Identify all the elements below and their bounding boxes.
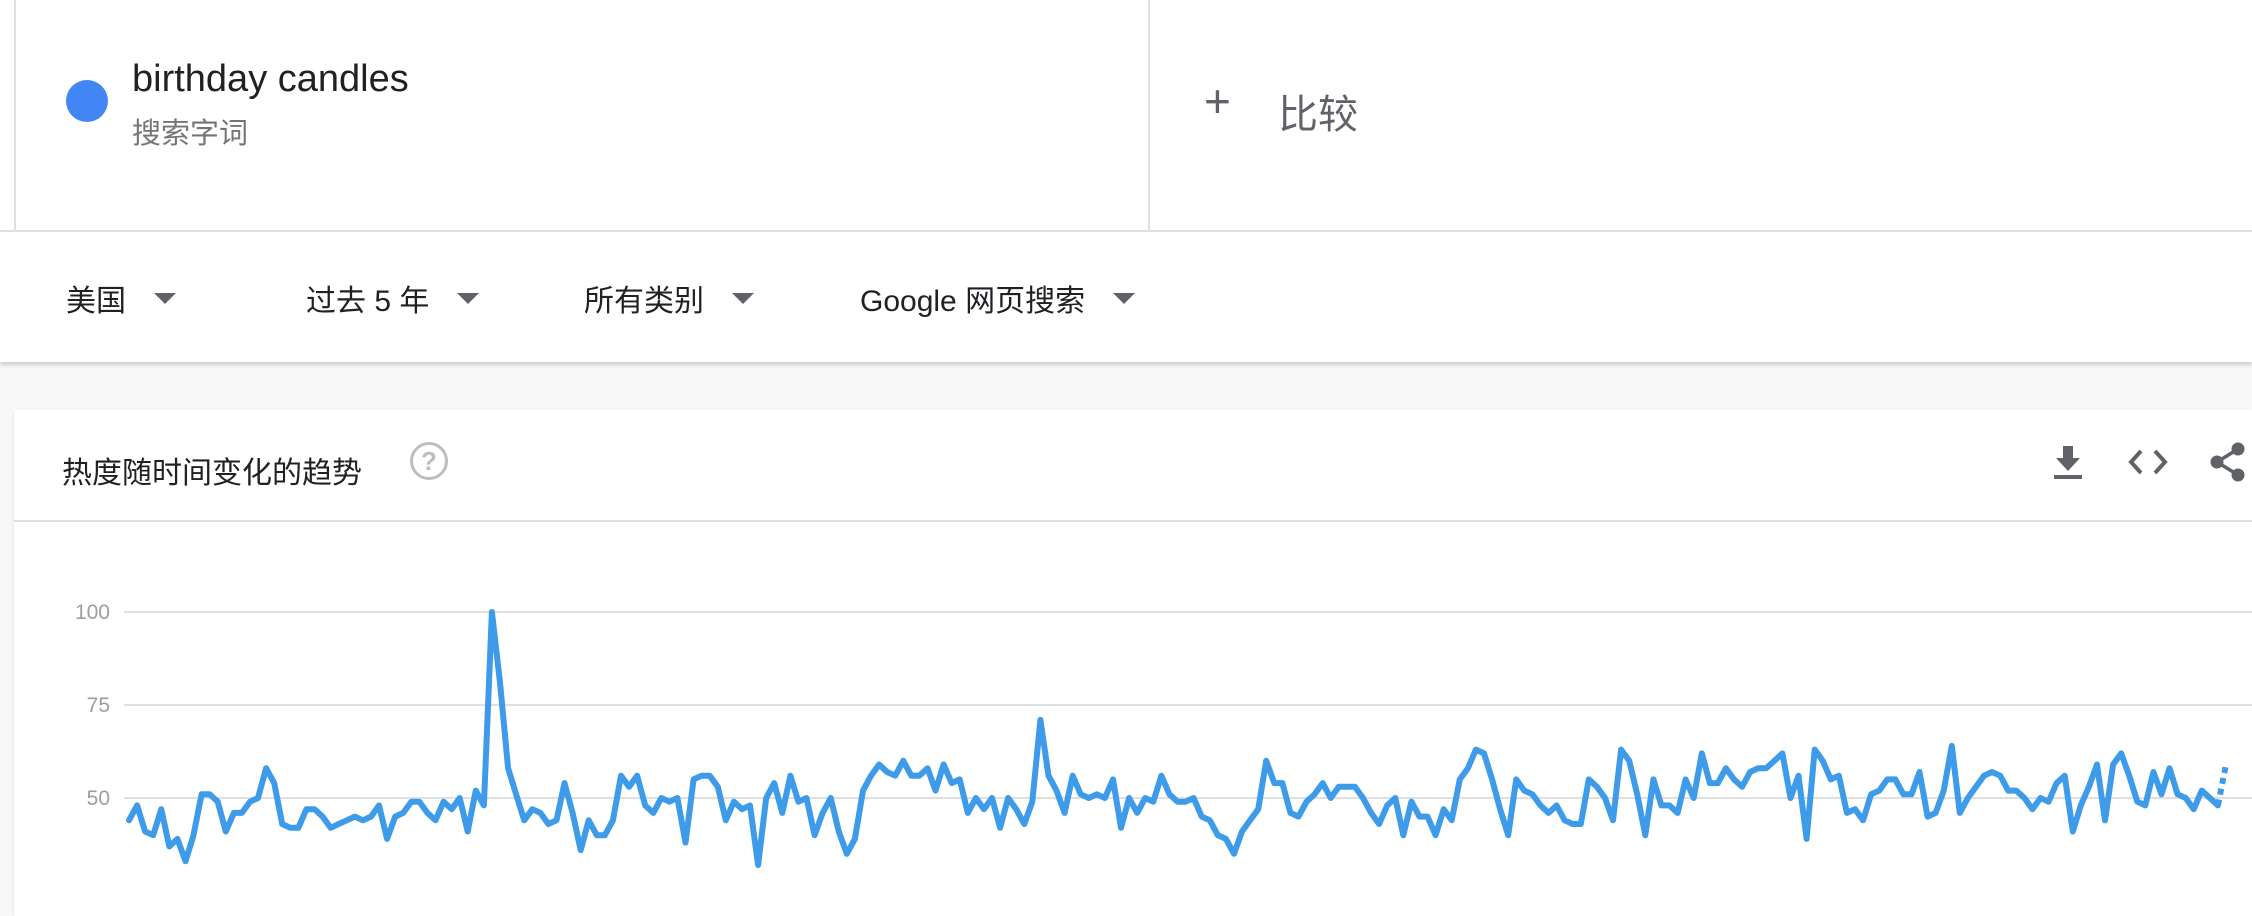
help-icon[interactable]: ? bbox=[410, 442, 448, 480]
time-range-dropdown[interactable]: 过去 5 年 bbox=[306, 276, 480, 320]
search-type-label: Google 网页搜索 bbox=[860, 285, 1086, 318]
download-icon[interactable] bbox=[2044, 438, 2092, 486]
search-terms-bar: birthday candles 搜索字词 + 比较 bbox=[0, 0, 2252, 230]
time-range-label: 过去 5 年 bbox=[306, 285, 430, 318]
left-divider bbox=[14, 0, 16, 230]
caret-down-icon bbox=[732, 292, 754, 304]
trend-chart[interactable]: 50 75 100 bbox=[14, 522, 2252, 916]
caret-down-icon bbox=[1113, 292, 1136, 304]
card-title: 热度随时间变化的趋势 bbox=[62, 457, 362, 490]
trend-chart-svg: 50 75 100 bbox=[75, 601, 2252, 868]
search-term-card[interactable]: birthday candles 搜索字词 bbox=[16, 0, 1148, 230]
term-name[interactable]: birthday candles bbox=[132, 58, 409, 100]
category-label: 所有类别 bbox=[584, 285, 704, 318]
region-dropdown[interactable]: 美国 bbox=[66, 276, 176, 320]
interest-over-time-card: 热度随时间变化的趋势 ? bbox=[14, 410, 2252, 916]
plus-icon: + bbox=[1204, 75, 1231, 127]
term-type-label: 搜索字词 bbox=[132, 118, 249, 150]
terms-divider bbox=[1148, 0, 1150, 230]
y-tick-label-100: 100 bbox=[75, 601, 110, 624]
y-tick-label-75: 75 bbox=[87, 694, 110, 717]
caret-down-icon bbox=[154, 292, 176, 304]
term-color-dot bbox=[66, 80, 108, 122]
compare-button[interactable]: + 比较 bbox=[1150, 0, 2252, 230]
category-dropdown[interactable]: 所有类别 bbox=[584, 276, 754, 320]
series-line bbox=[126, 609, 2221, 868]
region-label: 美国 bbox=[66, 285, 126, 318]
search-type-dropdown[interactable]: Google 网页搜索 bbox=[860, 276, 1136, 320]
filter-bar: 美国 过去 5 年 所有类别 Google 网页搜索 bbox=[0, 230, 2252, 362]
embed-icon[interactable] bbox=[2124, 438, 2172, 486]
compare-label: 比较 bbox=[1278, 93, 1358, 137]
caret-down-icon bbox=[457, 292, 480, 304]
y-tick-label-50: 50 bbox=[87, 787, 110, 810]
series-partial-segment bbox=[2214, 763, 2229, 807]
card-header: 热度随时间变化的趋势 ? bbox=[14, 410, 2252, 522]
share-icon[interactable] bbox=[2204, 438, 2252, 486]
